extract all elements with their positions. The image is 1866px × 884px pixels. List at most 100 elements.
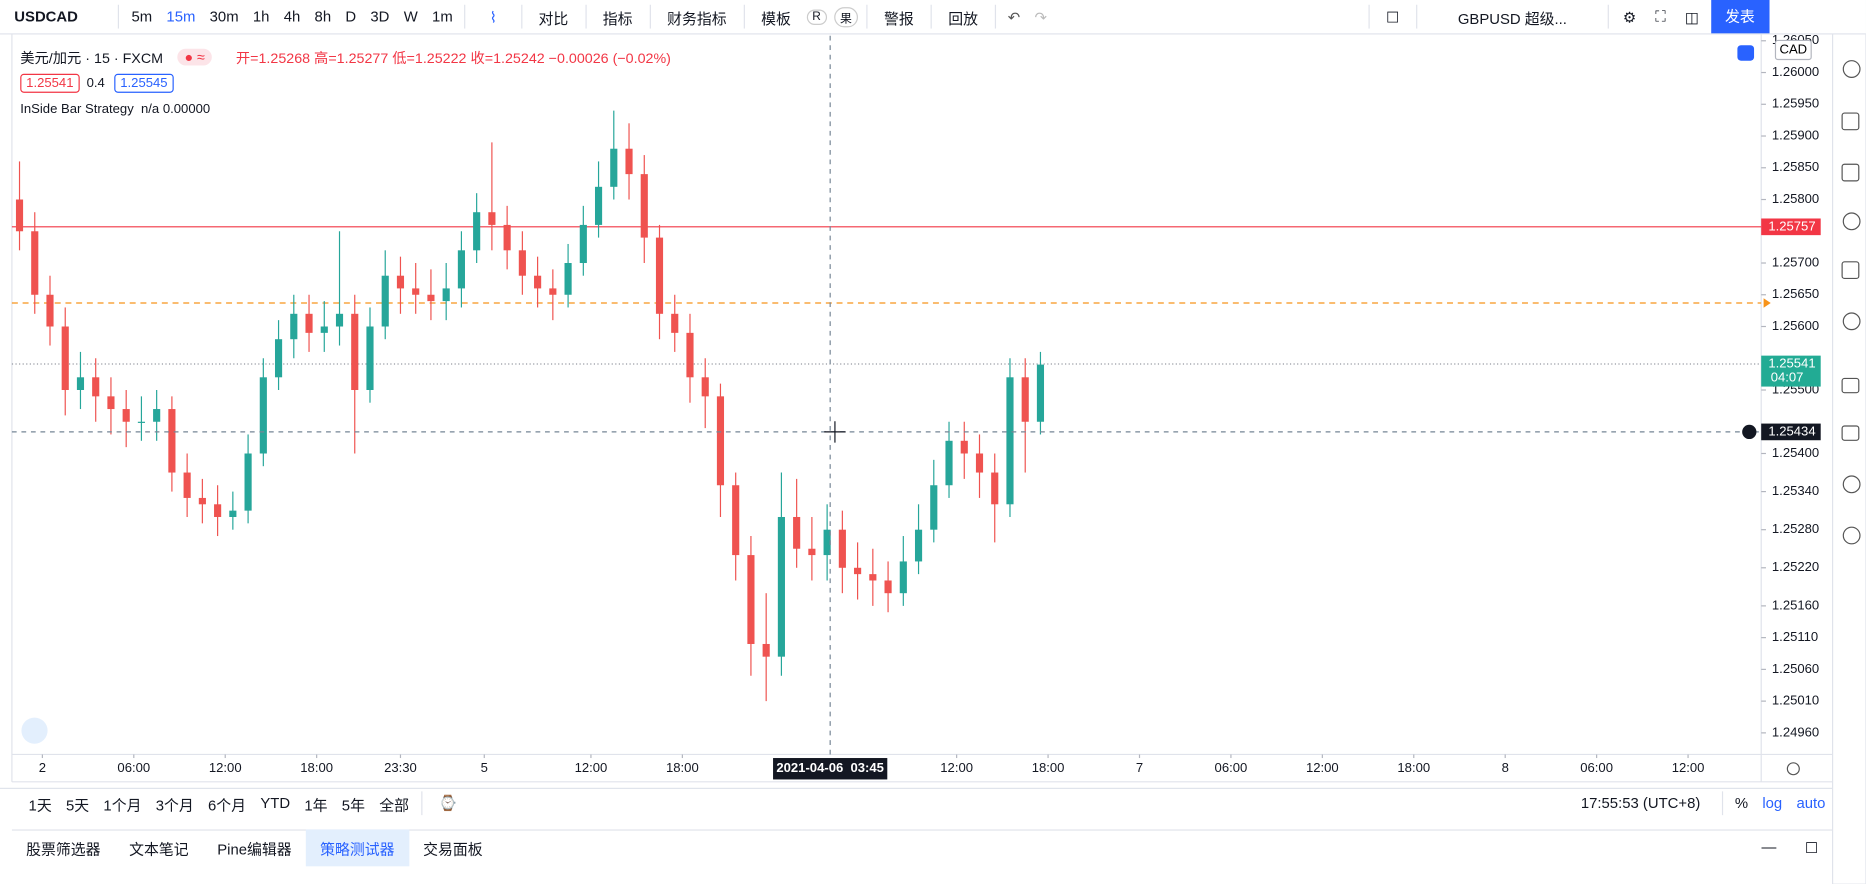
interval[interactable]: 4h xyxy=(283,8,301,25)
range-button[interactable]: 1年 xyxy=(304,796,328,814)
x-tick-label: 5 xyxy=(481,760,488,775)
panel-tab[interactable]: Pine编辑器 xyxy=(217,840,292,858)
chart-style[interactable]: ⌇ xyxy=(489,8,497,26)
candle-body xyxy=(991,472,999,505)
candle-body xyxy=(655,237,664,314)
maximize[interactable]: ☐ xyxy=(1804,839,1819,857)
interval[interactable]: 1m xyxy=(432,8,453,25)
range-button[interactable]: 全部 xyxy=(379,796,409,814)
candle-body xyxy=(579,224,587,264)
logo[interactable] xyxy=(21,717,48,744)
interval[interactable]: 5m xyxy=(131,8,153,25)
x-tick-label: 12:00 xyxy=(940,760,973,775)
x-tick-label: 8 xyxy=(1502,760,1509,775)
undo[interactable]: ↶ xyxy=(1007,8,1021,26)
settings[interactable]: ⚙ xyxy=(1622,8,1637,26)
candle-body xyxy=(396,275,405,289)
tool[interactable]: 警报 xyxy=(883,10,914,27)
goto-date[interactable]: ⌚ xyxy=(438,794,458,811)
interval[interactable]: 3D xyxy=(370,8,390,25)
candle-body xyxy=(15,199,24,232)
candle-body xyxy=(442,288,450,302)
range-button[interactable]: YTD xyxy=(260,794,291,812)
separator xyxy=(464,4,466,29)
tool[interactable]: 模板 xyxy=(761,10,791,27)
tool[interactable]: 指标 xyxy=(602,10,633,27)
y-tick-label: 1.25160 xyxy=(1772,597,1819,612)
crosshair-plus xyxy=(1742,424,1757,440)
snapshot[interactable]: ◫ xyxy=(1684,8,1699,26)
minimize[interactable]: — xyxy=(1761,838,1777,856)
candle-body xyxy=(884,580,892,594)
fullscreen[interactable]: ⛶ xyxy=(1655,7,1666,25)
price-label-box xyxy=(1761,355,1821,387)
panel-tab[interactable]: 股票筛选器 xyxy=(26,840,101,858)
tool[interactable]: 财务指标 xyxy=(667,10,727,27)
x-tick-label: 12:00 xyxy=(209,760,242,775)
layout[interactable]: ☐ xyxy=(1386,8,1400,26)
scale-option[interactable]: log xyxy=(1762,794,1783,812)
panel-tab[interactable]: 交易面板 xyxy=(423,840,483,858)
candle-body xyxy=(1006,377,1014,505)
auto-scale-button[interactable] xyxy=(1737,45,1755,61)
ask[interactable]: 1.25545 xyxy=(114,73,174,93)
interval[interactable]: W xyxy=(403,8,418,25)
range-button[interactable]: 3个月 xyxy=(155,796,194,814)
candle-body xyxy=(137,421,145,423)
price-sublabel: 04:07 xyxy=(1771,370,1804,385)
publish[interactable]: 发表 xyxy=(1710,0,1770,34)
candle-body xyxy=(640,174,648,238)
symbol[interactable]: USDCAD xyxy=(14,8,78,25)
x-tick-label: 06:00 xyxy=(1580,760,1613,775)
badge[interactable]: R xyxy=(806,8,827,25)
range-button[interactable]: 6个月 xyxy=(208,796,247,814)
crosshair-y-box xyxy=(1761,423,1821,441)
bid[interactable]: 1.25541 xyxy=(20,73,80,93)
candle-body xyxy=(335,313,344,327)
crosshair-y-label: 1.25434 xyxy=(1768,423,1815,438)
candle-body xyxy=(960,440,968,454)
candle-body xyxy=(427,294,435,302)
price-label: 1.25757 xyxy=(1768,218,1815,233)
interval[interactable]: 1h xyxy=(252,8,270,25)
x-tick-label: 12:00 xyxy=(1672,760,1705,775)
x-tick-label: 7 xyxy=(1136,760,1143,775)
interval[interactable]: 15m xyxy=(166,8,196,25)
y-tick-label: 1.25060 xyxy=(1772,661,1819,676)
separator xyxy=(1607,4,1609,29)
range-button[interactable]: 1天 xyxy=(28,796,52,814)
range-button[interactable]: 5天 xyxy=(65,796,90,814)
range-button[interactable]: 5年 xyxy=(341,796,365,814)
candle-body xyxy=(488,212,496,225)
candle-body xyxy=(686,332,694,378)
y-tick-label: 1.25700 xyxy=(1772,254,1819,269)
tool[interactable]: 对比 xyxy=(538,10,569,27)
interval[interactable]: 30m xyxy=(209,8,239,25)
interval[interactable]: 8h xyxy=(314,8,332,25)
scale-option[interactable]: % xyxy=(1734,794,1749,812)
currency-box xyxy=(1774,39,1812,61)
candle-body xyxy=(701,377,709,397)
compare-symbol[interactable]: GBPUSD 超级... xyxy=(1457,10,1567,27)
separator xyxy=(743,4,745,29)
candle-body xyxy=(107,396,115,410)
candle-body xyxy=(259,377,267,454)
settings-icon[interactable] xyxy=(1786,762,1800,776)
tool[interactable]: 回放 xyxy=(948,10,979,27)
scale-option[interactable]: auto xyxy=(1796,794,1826,812)
y-tick-label: 1.25010 xyxy=(1772,693,1819,708)
x-tick-label: 2 xyxy=(39,760,46,775)
panel-tab[interactable]: 文本笔记 xyxy=(129,840,189,858)
candle-body xyxy=(305,313,313,333)
candle-body xyxy=(594,186,603,225)
redo[interactable]: ↷ xyxy=(1034,8,1048,26)
badge[interactable]: 果 xyxy=(834,6,858,27)
panel-tab[interactable]: 策略测试器 xyxy=(305,828,409,866)
separator xyxy=(1721,791,1723,816)
range-button[interactable]: 1个月 xyxy=(103,796,142,814)
interval[interactable]: D xyxy=(345,8,357,25)
candle-body xyxy=(823,529,831,556)
separator xyxy=(930,4,932,29)
status-badge: ● ≈ xyxy=(177,48,213,66)
candle-body xyxy=(762,643,770,657)
